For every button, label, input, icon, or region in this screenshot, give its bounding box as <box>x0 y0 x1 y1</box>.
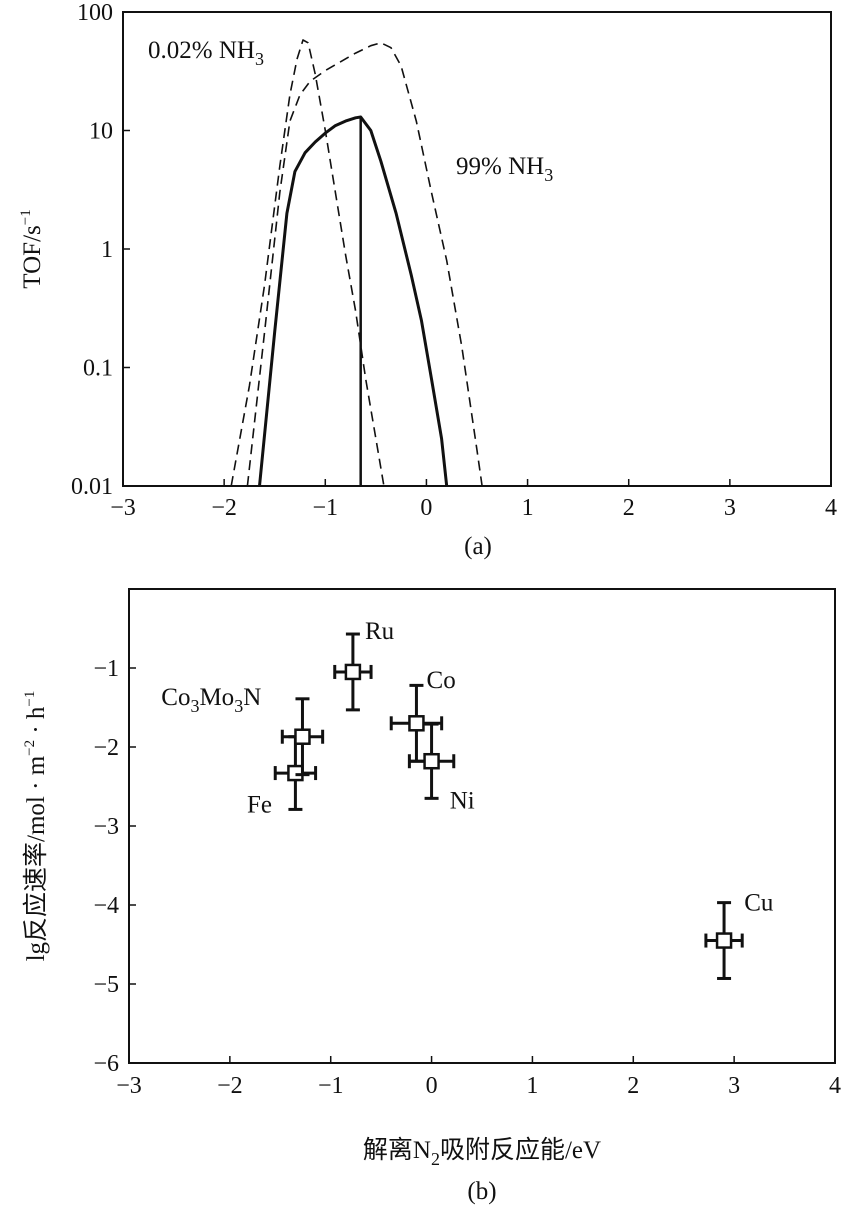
data-point-ru: Ru <box>333 618 395 712</box>
chart-a-xtick-label: 2 <box>623 495 635 521</box>
point-label: Ru <box>365 618 395 645</box>
chart-b-points: Ru Co Ni Fe Co3Mo3N Cu <box>161 618 774 980</box>
data-point-co3mo3n: Co3Mo3N <box>161 684 325 777</box>
chart-a-ticks: −3 −2 −1 0 1 2 3 4 0.01 0.1 1 10 100 <box>71 0 837 521</box>
chart-a-frame <box>122 11 832 487</box>
chart-a-xtick-label: −1 <box>313 495 339 521</box>
square-marker <box>423 752 440 770</box>
chart-a-ytick-label: 1 <box>101 237 113 263</box>
square-marker <box>344 663 362 681</box>
data-point-co: Co <box>389 667 456 763</box>
point-label: Fe <box>247 792 272 819</box>
chart-b-ytick-label: −4 <box>93 893 119 919</box>
square-marker <box>294 728 311 745</box>
chart-a-xtick-label: 3 <box>724 495 736 521</box>
chart-b-xtick-label: 1 <box>526 1073 538 1099</box>
chart-b-xtick-label: −3 <box>116 1073 142 1099</box>
square-marker <box>715 932 733 949</box>
point-label: Co3Mo3N <box>161 684 261 716</box>
annotation-0-02pct-nh3: 0.02% NH3 <box>148 37 264 69</box>
chart-b-ylabel: lg反应速率/mol · m−2 · h−1 <box>22 691 50 962</box>
chart-b-ytick-label: −2 <box>93 735 119 761</box>
point-label: Cu <box>744 890 774 917</box>
chart-a: −3 −2 −1 0 1 2 3 4 0.01 0.1 1 10 100 TOF/s−1 0.02% N… <box>18 0 837 560</box>
chart-a-xtick-label: 0 <box>420 495 432 521</box>
data-point-fe: Fe <box>247 735 318 819</box>
chart-b-ticks: −3 −2 −1 0 1 2 3 4 −1 −2 −3 −4 −5 −6 <box>93 656 841 1099</box>
chart-a-ytick-label: 10 <box>89 119 113 145</box>
annotation-99pct-nh3: 99% NH3 <box>456 153 553 185</box>
chart-a-ytick-label: 100 <box>77 0 113 26</box>
chart-b-ytick-label: −5 <box>93 972 119 998</box>
chart-a-ytick-label: 0.01 <box>71 474 113 500</box>
series-line-2-dashed <box>246 41 483 487</box>
chart-a-ytick-label: 0.1 <box>83 356 113 382</box>
chart-a-series <box>230 39 483 487</box>
point-label: Ni <box>450 788 475 815</box>
chart-b-ytick-label: −6 <box>93 1051 119 1077</box>
point-label: Co <box>427 667 456 694</box>
square-marker <box>408 715 425 732</box>
series-line-1-solid <box>258 115 449 487</box>
chart-b-xtick-label: 3 <box>728 1073 740 1099</box>
chart-b-frame <box>128 588 836 1064</box>
chart-b-caption: (b) <box>467 1178 496 1205</box>
chart-b-xtick-label: −2 <box>217 1073 243 1099</box>
chart-b-xtick-label: −1 <box>318 1073 344 1099</box>
chart-b: −3 −2 −1 0 1 2 3 4 −1 −2 −3 −4 −5 −6 Ru Co Ni Fe Co3Mo3N C… <box>22 588 841 1205</box>
data-point-cu: Cu <box>704 890 774 980</box>
chart-a-xtick-label: 1 <box>522 495 534 521</box>
chart-b-ytick-label: −3 <box>93 814 119 840</box>
chart-a-caption: (a) <box>464 533 492 560</box>
chart-b-xlabel: 解离N2吸附反应能/eV <box>363 1136 601 1169</box>
chart-b-xtick-label: 2 <box>627 1073 639 1099</box>
chart-b-xtick-label: 0 <box>426 1073 438 1099</box>
chart-b-ytick-label: −1 <box>93 656 119 682</box>
chart-b-xtick-label: 4 <box>829 1073 841 1099</box>
chart-a-xtick-label: −2 <box>211 495 237 521</box>
series-line-0-dashed <box>230 39 385 487</box>
square-marker <box>287 764 304 782</box>
chart-a-xtick-label: −3 <box>110 495 136 521</box>
data-point-ni: Ni <box>407 722 475 815</box>
chart-a-xtick-label: 4 <box>825 495 837 521</box>
chart-a-ylabel: TOF/s−1 <box>18 209 46 288</box>
